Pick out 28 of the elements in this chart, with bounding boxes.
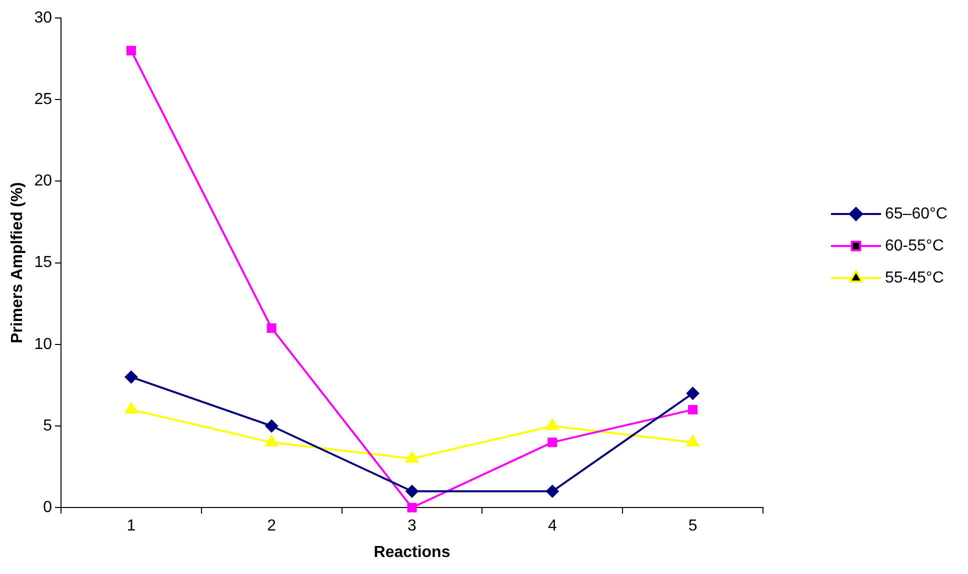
point — [124, 370, 138, 384]
x-axis-title: Reactions — [374, 544, 450, 561]
x-tick-label: 4 — [548, 518, 557, 535]
point — [265, 420, 278, 432]
y-tick-label: 15 — [34, 254, 52, 272]
y-tick-label: 0 — [43, 499, 52, 516]
x-tick-label: 3 — [408, 518, 417, 535]
y-tick-label: 10 — [34, 336, 52, 353]
point — [688, 404, 698, 414]
y-axis-title: Primers Amplfied (%) — [9, 182, 26, 344]
y-tick-label: 20 — [34, 172, 52, 190]
x-tick-label: 1 — [126, 518, 136, 535]
legend-label: 55-45°C — [885, 269, 944, 286]
point — [546, 484, 559, 498]
point — [686, 386, 700, 400]
legend-label: 65–60°C — [885, 205, 948, 222]
y-tick-label: 5 — [43, 417, 52, 434]
y-tick-label: 25 — [34, 91, 52, 108]
y-tick-label: 30 — [34, 9, 52, 26]
x-tick-label: 5 — [688, 518, 698, 535]
legend-label: 60-55°C — [885, 237, 944, 254]
point — [126, 46, 136, 56]
point — [405, 451, 419, 463]
point — [407, 502, 417, 512]
point — [406, 484, 418, 498]
point — [548, 438, 558, 448]
x-tick-label: 2 — [267, 518, 276, 535]
point — [266, 323, 276, 333]
